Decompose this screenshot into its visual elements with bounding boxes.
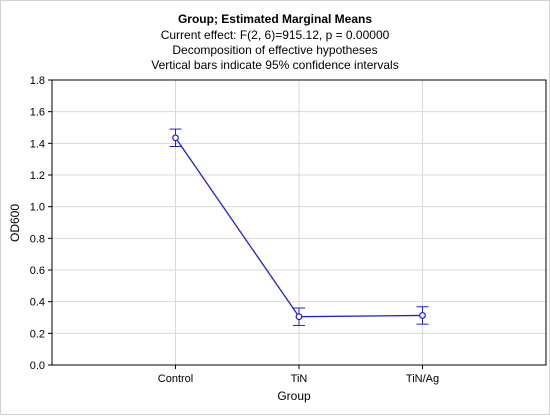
x-tick-label: TiN/Ag — [406, 373, 439, 385]
y-tick-label: 1.4 — [30, 138, 45, 150]
y-tick-label: 1.8 — [30, 75, 45, 87]
data-point-marker — [295, 313, 303, 321]
data-point-marker — [172, 134, 179, 142]
x-tick-label: TiN — [291, 373, 308, 385]
x-tick-label: Control — [158, 373, 193, 385]
ticks-layer: 0.0 0.2 0.4 0.6 0.8 1.0 1.2 1.4 1.6 1.8 Control TiN… — [30, 75, 439, 385]
y-tick-label: 0.8 — [30, 233, 45, 245]
y-tick-label: 1.6 — [30, 107, 45, 119]
y-tick-label: 0.2 — [30, 328, 45, 340]
chart-subtitle-line-2: Decomposition of effective hypotheses — [172, 43, 377, 57]
chart-subtitle-line-1: Current effect: F(2, 6)=915.12, p = 0.00… — [161, 28, 390, 42]
y-tick-label: 1.2 — [30, 170, 45, 182]
y-tick-label: 0.0 — [30, 360, 45, 372]
chart-title: Group; Estimated Marginal Means — [178, 12, 372, 26]
x-axis-label: Group — [277, 389, 311, 403]
y-tick-label: 1.0 — [30, 202, 45, 214]
chart-subtitle-line-3: Vertical bars indicate 95% confidence in… — [151, 58, 398, 72]
y-axis-label: OD600 — [8, 204, 22, 242]
data-point-marker — [419, 312, 426, 319]
y-tick-label: 0.4 — [30, 297, 45, 309]
series-layer — [169, 128, 429, 326]
y-tick-label: 0.6 — [30, 265, 45, 277]
